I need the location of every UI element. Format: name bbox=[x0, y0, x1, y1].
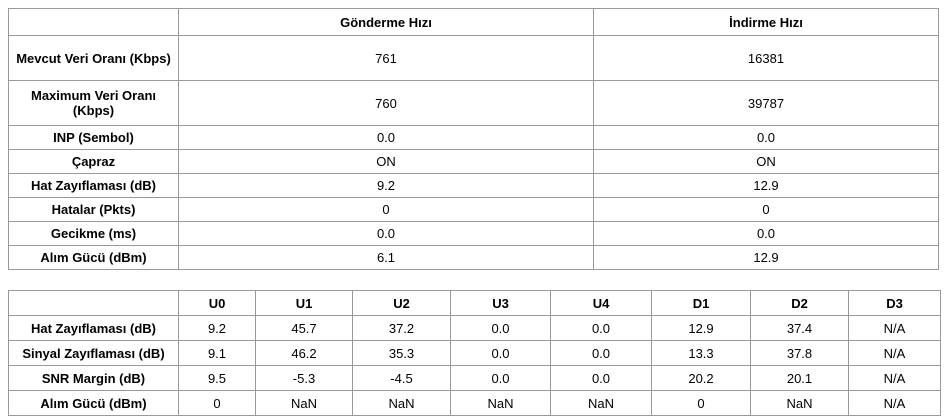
cell-value: 761 bbox=[178, 35, 594, 81]
cell-value: NaN bbox=[750, 390, 849, 416]
cell-value: 0.0 bbox=[178, 221, 594, 246]
cell-value: 0 bbox=[178, 390, 256, 416]
column-header-download: İndirme Hızı bbox=[593, 8, 939, 36]
cell-value: 0 bbox=[178, 197, 594, 222]
row-label: Mevcut Veri Oranı (Kbps) bbox=[8, 35, 179, 81]
row-label: Hat Zayıflaması (dB) bbox=[8, 315, 179, 341]
cell-value: 9.2 bbox=[178, 315, 256, 341]
cell-value: 13.3 bbox=[651, 340, 751, 366]
cell-value: ON bbox=[593, 149, 939, 174]
cell-value: 37.4 bbox=[750, 315, 849, 341]
cell-value: 0.0 bbox=[450, 365, 551, 391]
cell-value: 45.7 bbox=[255, 315, 353, 341]
row-label: Alım Gücü (dBm) bbox=[8, 390, 179, 416]
cell-value: 12.9 bbox=[593, 245, 939, 270]
cell-value: 39787 bbox=[593, 80, 939, 126]
cell-value: 46.2 bbox=[255, 340, 353, 366]
cell-value: 0.0 bbox=[550, 365, 652, 391]
row-label: Gecikme (ms) bbox=[8, 221, 179, 246]
cell-value: 0.0 bbox=[593, 125, 939, 150]
cell-value: -5.3 bbox=[255, 365, 353, 391]
band-header-row: U0 U1 U2 U3 U4 D1 D2 D3 bbox=[8, 290, 941, 316]
cell-value: NaN bbox=[255, 390, 353, 416]
row-label: Sinyal Zayıflaması (dB) bbox=[8, 340, 179, 366]
cell-value: N/A bbox=[848, 390, 941, 416]
column-header-u3: U3 bbox=[450, 290, 551, 316]
cell-value: N/A bbox=[848, 340, 941, 366]
table-row-delay: Gecikme (ms) 0.0 0.0 bbox=[8, 221, 939, 246]
cell-value: -4.5 bbox=[352, 365, 451, 391]
dsl-band-table: U0 U1 U2 U3 U4 D1 D2 D3 Hat Zayıflaması … bbox=[8, 290, 941, 416]
table-row-errors: Hatalar (Pkts) 0 0 bbox=[8, 197, 939, 222]
column-header-d2: D2 bbox=[750, 290, 849, 316]
table-row-band-line-attenuation: Hat Zayıflaması (dB) 9.2 45.7 37.2 0.0 0… bbox=[8, 315, 941, 341]
cell-value: 760 bbox=[178, 80, 594, 126]
cell-value: 6.1 bbox=[178, 245, 594, 270]
cell-value: 0.0 bbox=[550, 340, 652, 366]
table-row-interleave: Çapraz ON ON bbox=[8, 149, 939, 174]
summary-corner-cell bbox=[8, 8, 179, 36]
column-header-d1: D1 bbox=[651, 290, 751, 316]
cell-value: 12.9 bbox=[651, 315, 751, 341]
table-row-band-signal-attenuation: Sinyal Zayıflaması (dB) 9.1 46.2 35.3 0.… bbox=[8, 340, 941, 366]
cell-value: 9.2 bbox=[178, 173, 594, 198]
cell-value: 37.2 bbox=[352, 315, 451, 341]
cell-value: ON bbox=[178, 149, 594, 174]
cell-value: 12.9 bbox=[593, 173, 939, 198]
cell-value: N/A bbox=[848, 315, 941, 341]
cell-value: 0.0 bbox=[593, 221, 939, 246]
row-label: Çapraz bbox=[8, 149, 179, 174]
row-label: Hat Zayıflaması (dB) bbox=[8, 173, 179, 198]
cell-value: 0.0 bbox=[178, 125, 594, 150]
cell-value: 37.8 bbox=[750, 340, 849, 366]
dsl-summary-table: Gönderme Hızı İndirme Hızı Mevcut Veri O… bbox=[8, 8, 939, 270]
cell-value: 20.1 bbox=[750, 365, 849, 391]
cell-value: 35.3 bbox=[352, 340, 451, 366]
table-row-band-receive-power: Alım Gücü (dBm) 0 NaN NaN NaN NaN 0 NaN … bbox=[8, 390, 941, 416]
table-row-receive-power: Alım Gücü (dBm) 6.1 12.9 bbox=[8, 245, 939, 270]
cell-value: 0.0 bbox=[550, 315, 652, 341]
cell-value: N/A bbox=[848, 365, 941, 391]
cell-value: 0 bbox=[651, 390, 751, 416]
row-label: Alım Gücü (dBm) bbox=[8, 245, 179, 270]
column-header-upload: Gönderme Hızı bbox=[178, 8, 594, 36]
row-label: Hatalar (Pkts) bbox=[8, 197, 179, 222]
cell-value: NaN bbox=[352, 390, 451, 416]
cell-value: 0.0 bbox=[450, 315, 551, 341]
column-header-u0: U0 bbox=[178, 290, 256, 316]
row-label: SNR Margin (dB) bbox=[8, 365, 179, 391]
cell-value: 9.1 bbox=[178, 340, 256, 366]
summary-header-row: Gönderme Hızı İndirme Hızı bbox=[8, 8, 939, 36]
table-row-line-attenuation: Hat Zayıflaması (dB) 9.2 12.9 bbox=[8, 173, 939, 198]
column-header-u1: U1 bbox=[255, 290, 353, 316]
table-row-inp: INP (Sembol) 0.0 0.0 bbox=[8, 125, 939, 150]
cell-value: 16381 bbox=[593, 35, 939, 81]
column-header-u2: U2 bbox=[352, 290, 451, 316]
cell-value: 0 bbox=[593, 197, 939, 222]
cell-value: 0.0 bbox=[450, 340, 551, 366]
column-header-d3: D3 bbox=[848, 290, 941, 316]
column-header-u4: U4 bbox=[550, 290, 652, 316]
row-label: INP (Sembol) bbox=[8, 125, 179, 150]
cell-value: 20.2 bbox=[651, 365, 751, 391]
table-row-max-rate: Maximum Veri Oranı (Kbps) 760 39787 bbox=[8, 80, 939, 126]
cell-value: 9.5 bbox=[178, 365, 256, 391]
cell-value: NaN bbox=[550, 390, 652, 416]
row-label: Maximum Veri Oranı (Kbps) bbox=[8, 80, 179, 126]
table-row-band-snr-margin: SNR Margin (dB) 9.5 -5.3 -4.5 0.0 0.0 20… bbox=[8, 365, 941, 391]
table-row-current-rate: Mevcut Veri Oranı (Kbps) 761 16381 bbox=[8, 35, 939, 81]
band-corner-cell bbox=[8, 290, 179, 316]
cell-value: NaN bbox=[450, 390, 551, 416]
